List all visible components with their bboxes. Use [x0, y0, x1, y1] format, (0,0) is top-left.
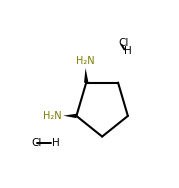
Polygon shape	[84, 68, 88, 83]
Polygon shape	[63, 114, 76, 118]
Text: H: H	[124, 46, 132, 56]
Text: H₂N: H₂N	[43, 111, 62, 121]
Text: H: H	[52, 138, 60, 148]
Text: H₂N: H₂N	[76, 56, 94, 66]
Text: Cl: Cl	[119, 38, 129, 48]
Text: Cl: Cl	[31, 138, 42, 148]
